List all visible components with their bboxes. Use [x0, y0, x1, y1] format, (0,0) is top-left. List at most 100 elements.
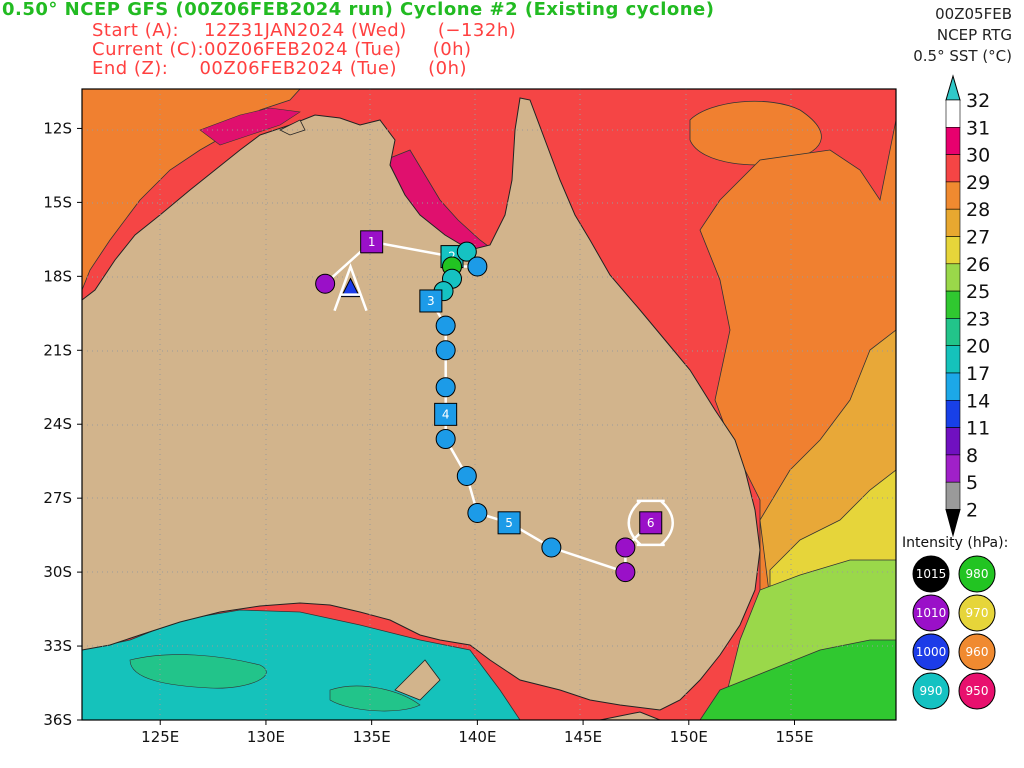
start-triangle — [340, 277, 361, 298]
lon-tick-label: 135E — [353, 728, 391, 746]
colorbar-label: 26 — [966, 254, 990, 276]
track-day-label: 4 — [442, 407, 450, 421]
sst-29-region-north — [689, 100, 822, 166]
intensity-legend: 1015 980 1010 970 1000 960 990 950 — [912, 555, 996, 710]
colorbar-swatch — [945, 263, 961, 292]
colorbar-label: 8 — [966, 445, 978, 467]
track-point — [615, 537, 636, 558]
current-label: Current (C): — [92, 39, 205, 60]
colorbar-bottom-arrow — [945, 509, 961, 538]
start-letter-mark — [333, 262, 368, 312]
track-point — [435, 377, 456, 398]
track-day-label: 6 — [647, 516, 655, 530]
lat-tick-label: 36S — [43, 711, 72, 729]
lat-tick-label: 15S — [43, 193, 72, 211]
lon-tick-label: 130E — [247, 728, 285, 746]
end-offset: (0h) — [428, 58, 468, 79]
lon-tick-label: 140E — [458, 728, 496, 746]
lat-tick-label: 33S — [43, 637, 72, 655]
colorbar-swatch — [945, 154, 961, 183]
colorbar-label: 30 — [966, 145, 990, 167]
lat-tick-label: 24S — [43, 415, 72, 433]
colorbar-top-arrow — [945, 74, 961, 101]
plot-frame — [81, 88, 897, 721]
colorbar-swatch — [945, 318, 961, 346]
colorbar-label: 27 — [966, 227, 990, 249]
colorbar-swatch — [945, 481, 961, 510]
analysis-date: 00Z05FEB — [935, 5, 1012, 23]
end-label: End (Z): — [92, 58, 169, 79]
colorbar-swatch — [945, 290, 961, 319]
colorbar-label: 2 — [966, 500, 978, 522]
colorbar-swatch — [945, 208, 961, 237]
colorbar-label: 20 — [966, 336, 990, 358]
colorbar-label: 29 — [966, 172, 990, 194]
colorbar-swatch — [945, 399, 961, 428]
track-point — [435, 340, 456, 361]
colorbar-label: 5 — [966, 472, 978, 494]
colorbar-swatch — [945, 99, 961, 128]
intensity-swatch-label: 990 — [920, 684, 943, 698]
current-offset: (0h) — [432, 39, 472, 60]
intensity-swatch-label: 1010 — [916, 606, 947, 620]
track-day-label: 3 — [427, 294, 435, 308]
current-row: Current (C):00Z06FEB2024 (Tue) (0h) — [92, 40, 472, 60]
intensity-swatch-label: 980 — [966, 567, 989, 581]
colorbar-label: 31 — [966, 117, 990, 139]
current-time: 00Z06FEB2024 (Tue) — [204, 39, 402, 60]
track-point — [435, 315, 456, 336]
track-point — [435, 429, 456, 450]
track-day-marker — [419, 289, 443, 313]
track-point — [456, 241, 477, 262]
start-offset: (−132h) — [437, 20, 517, 41]
sst-colorbar: 32 31 30 29 28 27 26 25 23 20 17 14 11 8 5 2 — [945, 74, 990, 538]
intensity-swatch — [958, 555, 996, 593]
colorbar-label: 32 — [966, 90, 990, 112]
lat-tick-label: 30S — [43, 563, 72, 581]
colorbar-label: 14 — [966, 390, 990, 412]
track-day-label: 1 — [368, 235, 376, 249]
intensity-swatch — [958, 594, 996, 632]
lat-tick-label: 12S — [43, 119, 72, 137]
lat-tick-label: 21S — [43, 341, 72, 359]
intensity-legend-title: Intensity (hPa): — [902, 535, 1009, 551]
end-row: End (Z): 00Z06FEB2024 (Tue) (0h) — [92, 59, 467, 79]
intensity-swatch-label: 1000 — [916, 645, 947, 659]
sst-31-north-coast — [199, 107, 301, 146]
lon-tick-label: 145E — [564, 728, 602, 746]
lat-tick-label: 27S — [43, 489, 72, 507]
track-point — [541, 537, 562, 558]
colorbar-swatch — [945, 236, 961, 265]
intensity-swatch — [912, 633, 950, 671]
track-point — [467, 256, 488, 277]
lon-tick-label: 155E — [775, 728, 813, 746]
track-day-label: 5 — [505, 516, 513, 530]
colorbar-swatch — [945, 127, 961, 155]
track-point — [456, 465, 477, 486]
start-label: Start (A): — [92, 20, 180, 41]
end-time: 00Z06FEB2024 (Tue) — [199, 58, 398, 79]
graticule — [82, 89, 896, 720]
intensity-swatch — [958, 633, 996, 671]
track-day-marker — [639, 511, 663, 535]
sst-unit-label: 0.5° SST (°C) — [913, 47, 1012, 65]
start-row: Start (A): 12Z31JAN2024 (Wed) (−132h) — [92, 21, 516, 41]
sst-29-region-west — [82, 89, 301, 291]
colorbar-swatch — [945, 427, 961, 456]
lon-tick-label: 125E — [141, 728, 179, 746]
intensity-swatch-label: 950 — [966, 684, 989, 698]
sst-source: NCEP RTG — [936, 26, 1012, 44]
chart-title: 0.50° NCEP GFS (00Z06FEB2024 run) Cyclon… — [2, 0, 715, 20]
australia-landmass — [82, 97, 761, 711]
colorbar-label: 11 — [966, 418, 990, 440]
track-point — [467, 502, 488, 523]
map-plot-area: 123456 — [82, 89, 896, 720]
track-day-marker — [360, 230, 384, 254]
intensity-swatch — [912, 555, 950, 593]
map-axes: 125E 130E 135E 140E 145E 150E 155E 12S 15S 18S 21S… — [43, 119, 813, 746]
coastal-islands — [279, 119, 441, 701]
sst-25-region — [699, 639, 896, 720]
sst-23-patches — [129, 654, 421, 712]
start-time: 12Z31JAN2024 (Wed) — [204, 20, 407, 41]
